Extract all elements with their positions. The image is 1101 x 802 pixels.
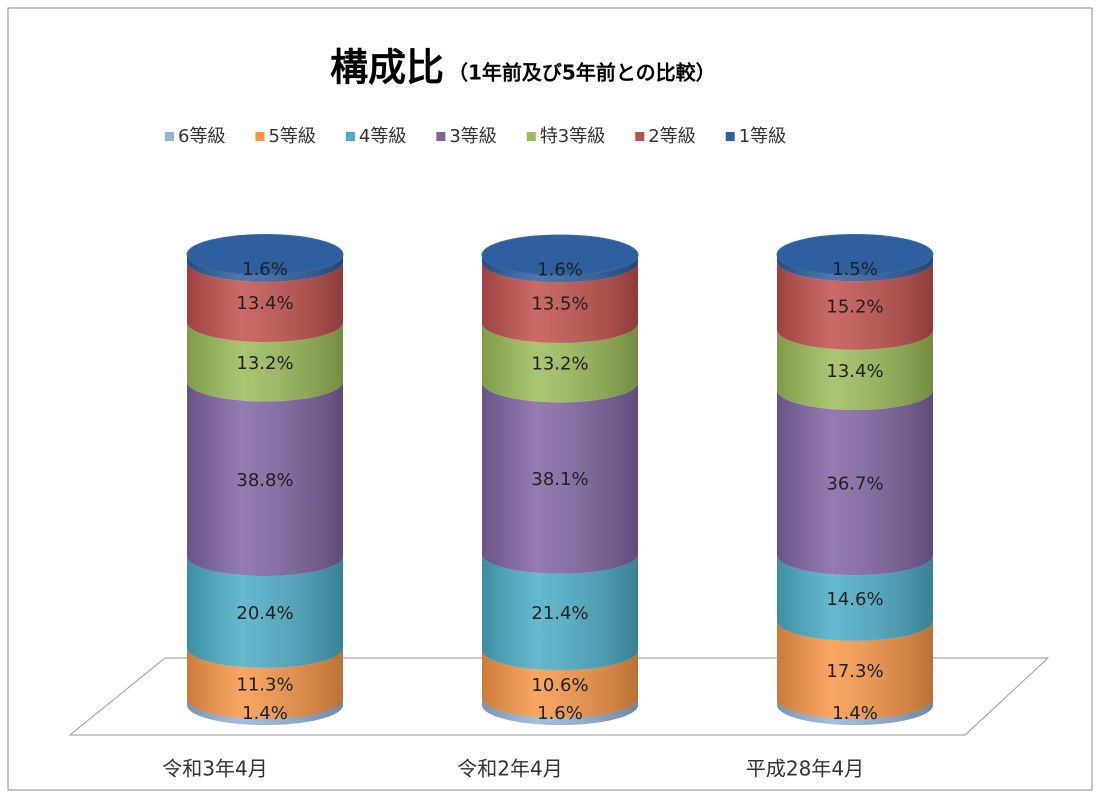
data-label: 11.3% bbox=[236, 674, 293, 695]
segment-shade bbox=[482, 255, 638, 283]
data-label: 1.4% bbox=[832, 703, 878, 724]
legend-swatch bbox=[165, 132, 174, 141]
legend-swatch bbox=[526, 132, 536, 141]
data-label: 14.6% bbox=[826, 589, 883, 610]
legend-swatch bbox=[725, 132, 735, 141]
data-label: 1.6% bbox=[537, 260, 583, 281]
segment-shade bbox=[187, 647, 343, 719]
legend-swatch bbox=[436, 132, 446, 141]
data-label: 1.4% bbox=[242, 703, 288, 724]
legend-swatch bbox=[635, 132, 645, 141]
segment-shade bbox=[482, 322, 638, 403]
chart-title: 構成比 bbox=[330, 46, 444, 90]
segment-shade bbox=[187, 381, 343, 577]
data-label: 38.8% bbox=[236, 470, 293, 491]
legend-swatch bbox=[255, 132, 265, 141]
legend-label: 5等級 bbox=[268, 126, 315, 147]
legend-label: 4等級 bbox=[359, 126, 406, 147]
data-label: 1.5% bbox=[832, 259, 878, 280]
legend-label: 1等級 bbox=[739, 126, 786, 147]
legend-label: 6等級 bbox=[178, 126, 225, 147]
cylinder-top bbox=[481, 234, 639, 276]
cylinder-top bbox=[776, 234, 934, 276]
x-tick-label: 令和3年4月 bbox=[162, 757, 267, 781]
cylinder-top bbox=[186, 234, 344, 276]
data-label: 1.6% bbox=[537, 703, 583, 724]
legend-swatch bbox=[345, 132, 355, 141]
segment-shade bbox=[482, 650, 638, 718]
data-label: 1.6% bbox=[242, 259, 288, 280]
data-label: 38.1% bbox=[531, 469, 588, 490]
data-label: 13.2% bbox=[236, 353, 293, 374]
data-label: 36.7% bbox=[826, 474, 883, 495]
segment-shade bbox=[777, 261, 933, 350]
data-label: 15.2% bbox=[826, 297, 883, 318]
segment-shade bbox=[777, 698, 933, 725]
segment-shade bbox=[777, 555, 933, 641]
x-tick-label: 平成28年4月 bbox=[746, 757, 864, 781]
data-label: 13.5% bbox=[531, 294, 588, 315]
data-label: 13.4% bbox=[236, 293, 293, 314]
legend-label: 特3等級 bbox=[540, 126, 605, 147]
segment-shade bbox=[187, 322, 343, 402]
segment-shade bbox=[187, 261, 343, 343]
chart-subtitle: （1年前及び5年前との比較） bbox=[448, 61, 716, 85]
segment-shade bbox=[777, 254, 933, 282]
x-tick-label: 令和2年4月 bbox=[457, 757, 562, 781]
data-label: 21.4% bbox=[531, 603, 588, 624]
segment-shade bbox=[482, 697, 638, 725]
legend-label: 3等級 bbox=[449, 126, 496, 147]
data-label: 17.3% bbox=[826, 661, 883, 682]
segment-shade bbox=[482, 262, 638, 343]
data-label: 20.4% bbox=[236, 603, 293, 624]
segment-shade bbox=[482, 553, 638, 671]
segment-shade bbox=[187, 254, 343, 282]
legend-label: 2等級 bbox=[648, 126, 695, 147]
segment-shade bbox=[187, 556, 343, 668]
segment-shade bbox=[777, 390, 933, 576]
data-label: 13.2% bbox=[531, 354, 588, 375]
data-label: 10.6% bbox=[531, 675, 588, 696]
segment-shade bbox=[482, 382, 638, 574]
segment-shade bbox=[777, 620, 933, 719]
segment-shade bbox=[187, 698, 343, 725]
segment-shade bbox=[777, 329, 933, 410]
data-label: 13.4% bbox=[826, 361, 883, 382]
